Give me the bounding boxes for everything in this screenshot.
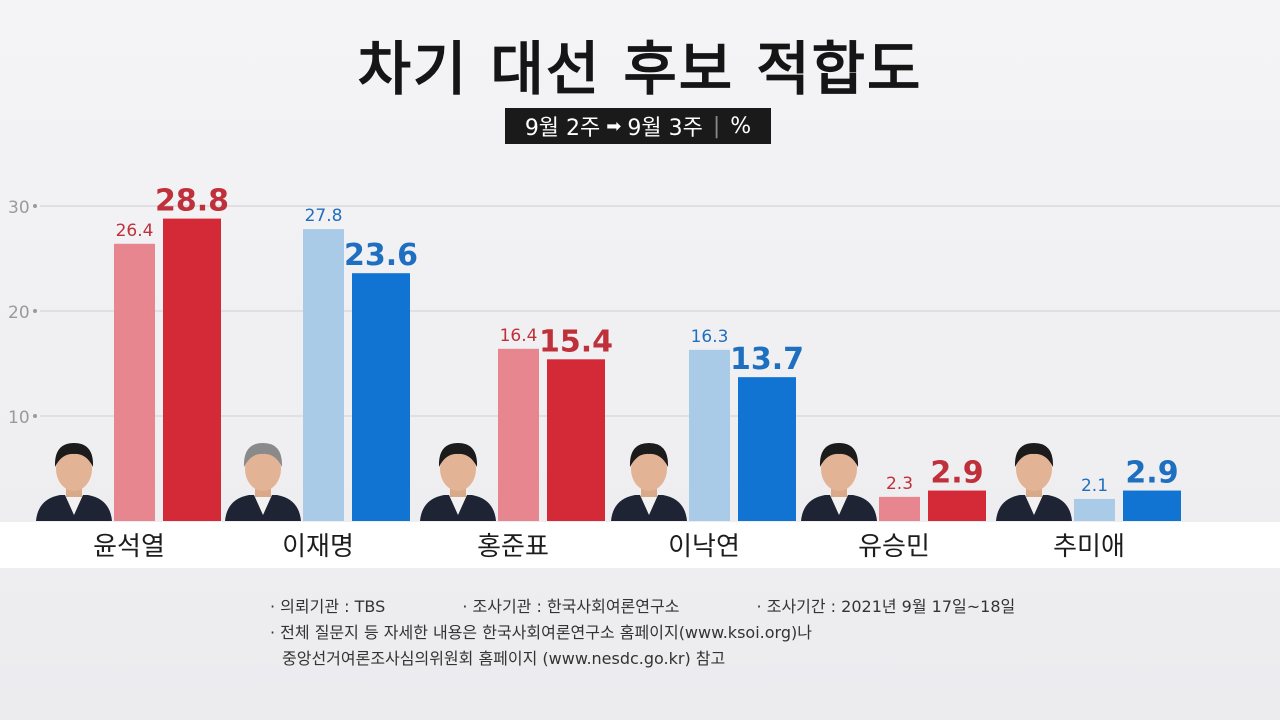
candidate-name: 추미애 [1053,532,1125,562]
value-label-prev: 27.8 [305,206,343,226]
candidate-name: 유승민 [858,532,930,562]
value-label-current: 2.9 [930,456,983,491]
bar-prev-week [689,349,730,521]
value-label-current: 13.7 [730,342,804,377]
arrow-right-icon: ➡ [606,115,622,137]
bar-current-week [1123,490,1181,521]
candidate-photo [36,443,112,521]
value-label-current: 2.9 [1125,456,1178,491]
footnote-pollster: · 조사기관 : 한국사회여론연구소 [462,597,680,616]
value-label-current: 23.6 [344,238,418,273]
unit-label: % [730,113,752,139]
candidate-photo [420,443,496,521]
bar-current-week [547,359,605,521]
y-tick-label: 20 [8,303,30,323]
candidate-photo [225,443,301,521]
y-tick-label: 10 [8,408,30,428]
bar-prev-week [879,496,920,521]
bar-current-week [738,377,796,521]
y-tick-label: 30 [8,198,30,218]
period-from: 9월 2주 [524,116,601,141]
bar-prev-week [114,243,155,522]
candidate-name: 이낙연 [668,532,740,562]
footnote-client: · 의뢰기관 : TBS [270,597,386,616]
value-label-prev: 2.3 [886,474,913,494]
bar-chart: 10 20 30 26.428.8 27.823.6 16.4 15.4 16.313.7 2.… [8,184,1280,522]
candidate-photo [996,443,1072,521]
footnote-note-2: 중앙선거여론조사심의위원회 홈페이지 (www.nesdc.go.kr) 참고 [282,649,726,668]
candidate-name: 홍준표 [477,532,549,562]
bar-current-week [352,273,410,521]
footnote-period: · 조사기간 : 2021년 9월 17일~18일 [756,597,1016,616]
period-to: 9월 3주 [627,116,703,141]
bar-current-week [163,218,221,521]
value-label-current: 15.4 [539,324,613,359]
candidate-photo [611,443,687,521]
value-label-prev: 26.4 [116,221,154,241]
y-tick-dot [33,414,37,418]
candidate-name: 이재명 [282,532,354,562]
chart-title: 차기 대선 후보 적합도 [357,35,923,103]
value-label-current: 28.8 [155,184,229,219]
separator: | [712,113,721,139]
bar-prev-week [1074,498,1115,521]
value-label-prev: 2.1 [1081,476,1108,496]
bar-prev-week [303,229,344,521]
y-tick-dot [33,204,37,208]
bar-prev-week [498,348,539,521]
candidate-name: 윤석열 [93,532,165,562]
footnotes: · 의뢰기관 : TBS · 조사기관 : 한국사회여론연구소 · 조사기간 :… [270,594,1087,672]
value-label-prev: 16.4 [500,326,538,346]
candidate-photo [801,443,877,521]
footnote-note: · 전체 질문지 등 자세한 내용은 한국사회여론연구소 홈페이지(www.ks… [270,623,812,642]
y-tick-dot [33,309,37,313]
bar-current-week [928,490,986,521]
subtitle-period-badge: 9월 2주 ➡ 9월 3주 | % [505,108,771,144]
candidate-label-band [0,522,1280,568]
value-label-prev: 16.3 [691,327,729,347]
